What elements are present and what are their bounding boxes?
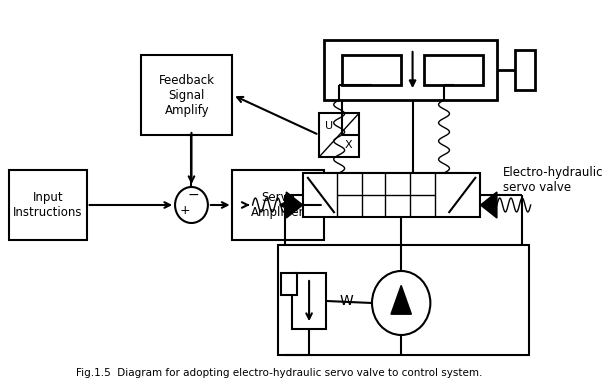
Bar (515, 50, 536, 90)
Bar (278, 245, 529, 355)
Bar (324, 40, 497, 100)
Bar (292, 273, 326, 329)
Bar (233, 170, 324, 240)
Text: Feedback
Signal
Amplify: Feedback Signal Amplify (159, 74, 215, 117)
Polygon shape (480, 192, 497, 218)
Bar (303, 173, 480, 217)
Polygon shape (286, 192, 303, 218)
Bar (424, 55, 483, 85)
Circle shape (372, 271, 430, 335)
Text: U: U (325, 121, 333, 131)
Circle shape (175, 187, 208, 223)
Bar (342, 55, 401, 85)
Text: X: X (344, 140, 352, 150)
Bar (281, 273, 297, 295)
Bar (9, 170, 87, 240)
Text: Servo
Amplifier: Servo Amplifier (252, 191, 305, 219)
Text: Fig.1.5  Diagram for adopting electro-hydraulic servo valve to control system.: Fig.1.5 Diagram for adopting electro-hyd… (76, 368, 482, 378)
Bar (141, 55, 233, 135)
Polygon shape (391, 285, 411, 314)
Text: Electro-hydraulic
servo valve: Electro-hydraulic servo valve (503, 166, 604, 194)
Text: −: − (187, 188, 199, 202)
Text: +: + (179, 204, 190, 217)
Text: Input
Instructions: Input Instructions (13, 191, 83, 219)
Bar (319, 113, 359, 157)
Text: W: W (340, 294, 353, 308)
